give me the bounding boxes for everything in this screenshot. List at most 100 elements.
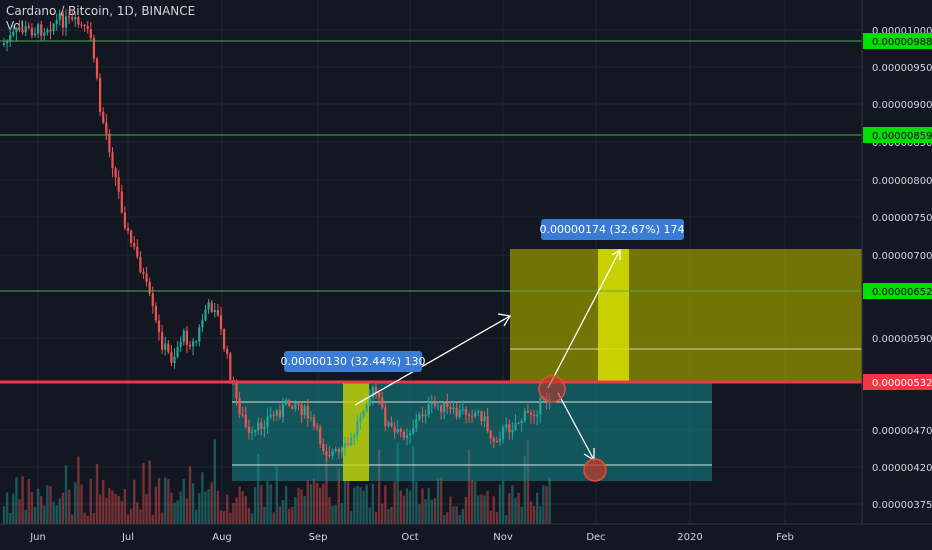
candle (347, 436, 350, 448)
volume-bar (108, 487, 111, 524)
candle (474, 409, 477, 419)
volume-bar (207, 489, 210, 524)
volume-bar (312, 479, 316, 524)
target-box[interactable] (510, 249, 862, 383)
candle (43, 27, 46, 41)
volume-bar (226, 494, 229, 524)
volume-bar (343, 477, 347, 524)
volume-bar (365, 484, 368, 524)
volume-bar (80, 484, 83, 524)
volume-bar (539, 506, 542, 524)
candle (244, 406, 247, 429)
volume-bars (2, 439, 551, 524)
range-box[interactable] (232, 383, 712, 481)
candle (498, 431, 502, 446)
candle (130, 229, 133, 248)
candle (418, 412, 421, 422)
volume-bar (33, 507, 37, 524)
arrow-to-target-box (354, 315, 511, 406)
symbol-title[interactable]: Cardano / Bitcoin, 1D, BINANCE (6, 4, 196, 18)
candle (30, 23, 33, 39)
volume-bar (492, 496, 495, 524)
volume-bar (77, 456, 80, 524)
price-axis[interactable]: 0.00001000 0.00000950 0.00000900 0.00000850… (861, 0, 932, 524)
volume-bar (129, 508, 133, 524)
candle (325, 444, 328, 462)
volume-bar (64, 465, 68, 524)
volume-bar (340, 502, 344, 524)
price-tag: 0.00000859 (863, 127, 932, 143)
volume-bar (291, 506, 294, 524)
candle (80, 21, 83, 29)
volume-bar (83, 512, 86, 524)
volume-bar (247, 507, 251, 524)
volume-bar (21, 476, 24, 524)
measurement-text-2: 0.00000174 (32.67%) 174 (540, 223, 685, 236)
volume-bar (532, 505, 536, 524)
time-axis[interactable]: Jun Jul Aug Sep Oct Nov Dec 2020 Feb (0, 523, 932, 543)
candle (511, 421, 514, 440)
candle (458, 404, 461, 420)
candle (185, 326, 188, 353)
candle (213, 302, 216, 318)
volume-bar (384, 485, 387, 524)
arrowhead-2 (611, 248, 621, 260)
volume-bar (204, 491, 207, 524)
volume-bar (346, 479, 350, 524)
price-tag: 0.00000532 (863, 374, 932, 390)
measurement-label-1[interactable]: 0.00000130 (32.44%) 130 (281, 351, 426, 372)
volume-bar (368, 507, 371, 524)
volume-bar (319, 487, 322, 524)
candle (396, 420, 399, 435)
candle (275, 408, 278, 421)
candle (424, 409, 427, 424)
volume-bar (136, 502, 139, 524)
candle (461, 400, 464, 415)
volume-bar (514, 497, 517, 524)
volume-bar (371, 483, 375, 524)
candle (33, 27, 37, 38)
candle (260, 418, 263, 436)
volume-bar (281, 500, 285, 524)
volume-bar (483, 495, 486, 524)
volume-bar (297, 487, 300, 524)
candle (489, 429, 492, 445)
price-tick-label: 0.00000590 (872, 334, 932, 345)
candle (405, 428, 409, 446)
candle (164, 336, 167, 356)
volume-bar (337, 468, 340, 524)
volume-bar (222, 511, 226, 524)
volume-bar (27, 478, 30, 524)
breakout-highlight (343, 383, 369, 481)
volume-bar (9, 512, 12, 524)
candle (486, 407, 489, 433)
candle (223, 328, 226, 352)
measurement-label-2[interactable]: 0.00000174 (32.67%) 174 (540, 219, 685, 240)
candle (529, 409, 533, 424)
volume-bar (300, 489, 303, 524)
candle (272, 410, 275, 422)
candle (393, 422, 396, 439)
volume-bar (49, 486, 52, 524)
volume-bar (393, 481, 396, 524)
price-tick-label: 0.00000850 (872, 138, 932, 149)
volume-bar (306, 480, 309, 524)
candle (483, 411, 486, 428)
volume-bar (92, 512, 96, 524)
volume-bar (427, 487, 430, 524)
volume-bar (480, 494, 483, 524)
breakout-circle[interactable] (538, 375, 566, 403)
retest-circle[interactable] (583, 458, 607, 482)
volume-bar (151, 514, 154, 524)
volume-bar (55, 505, 58, 524)
volume-bar (58, 498, 61, 524)
target-highlight (598, 249, 629, 383)
volume-bar (61, 492, 65, 524)
volume-bar (18, 499, 21, 524)
candle (111, 147, 114, 178)
candle (24, 20, 27, 37)
volume-bar (182, 479, 185, 524)
candle (216, 304, 219, 317)
candle (492, 436, 495, 449)
